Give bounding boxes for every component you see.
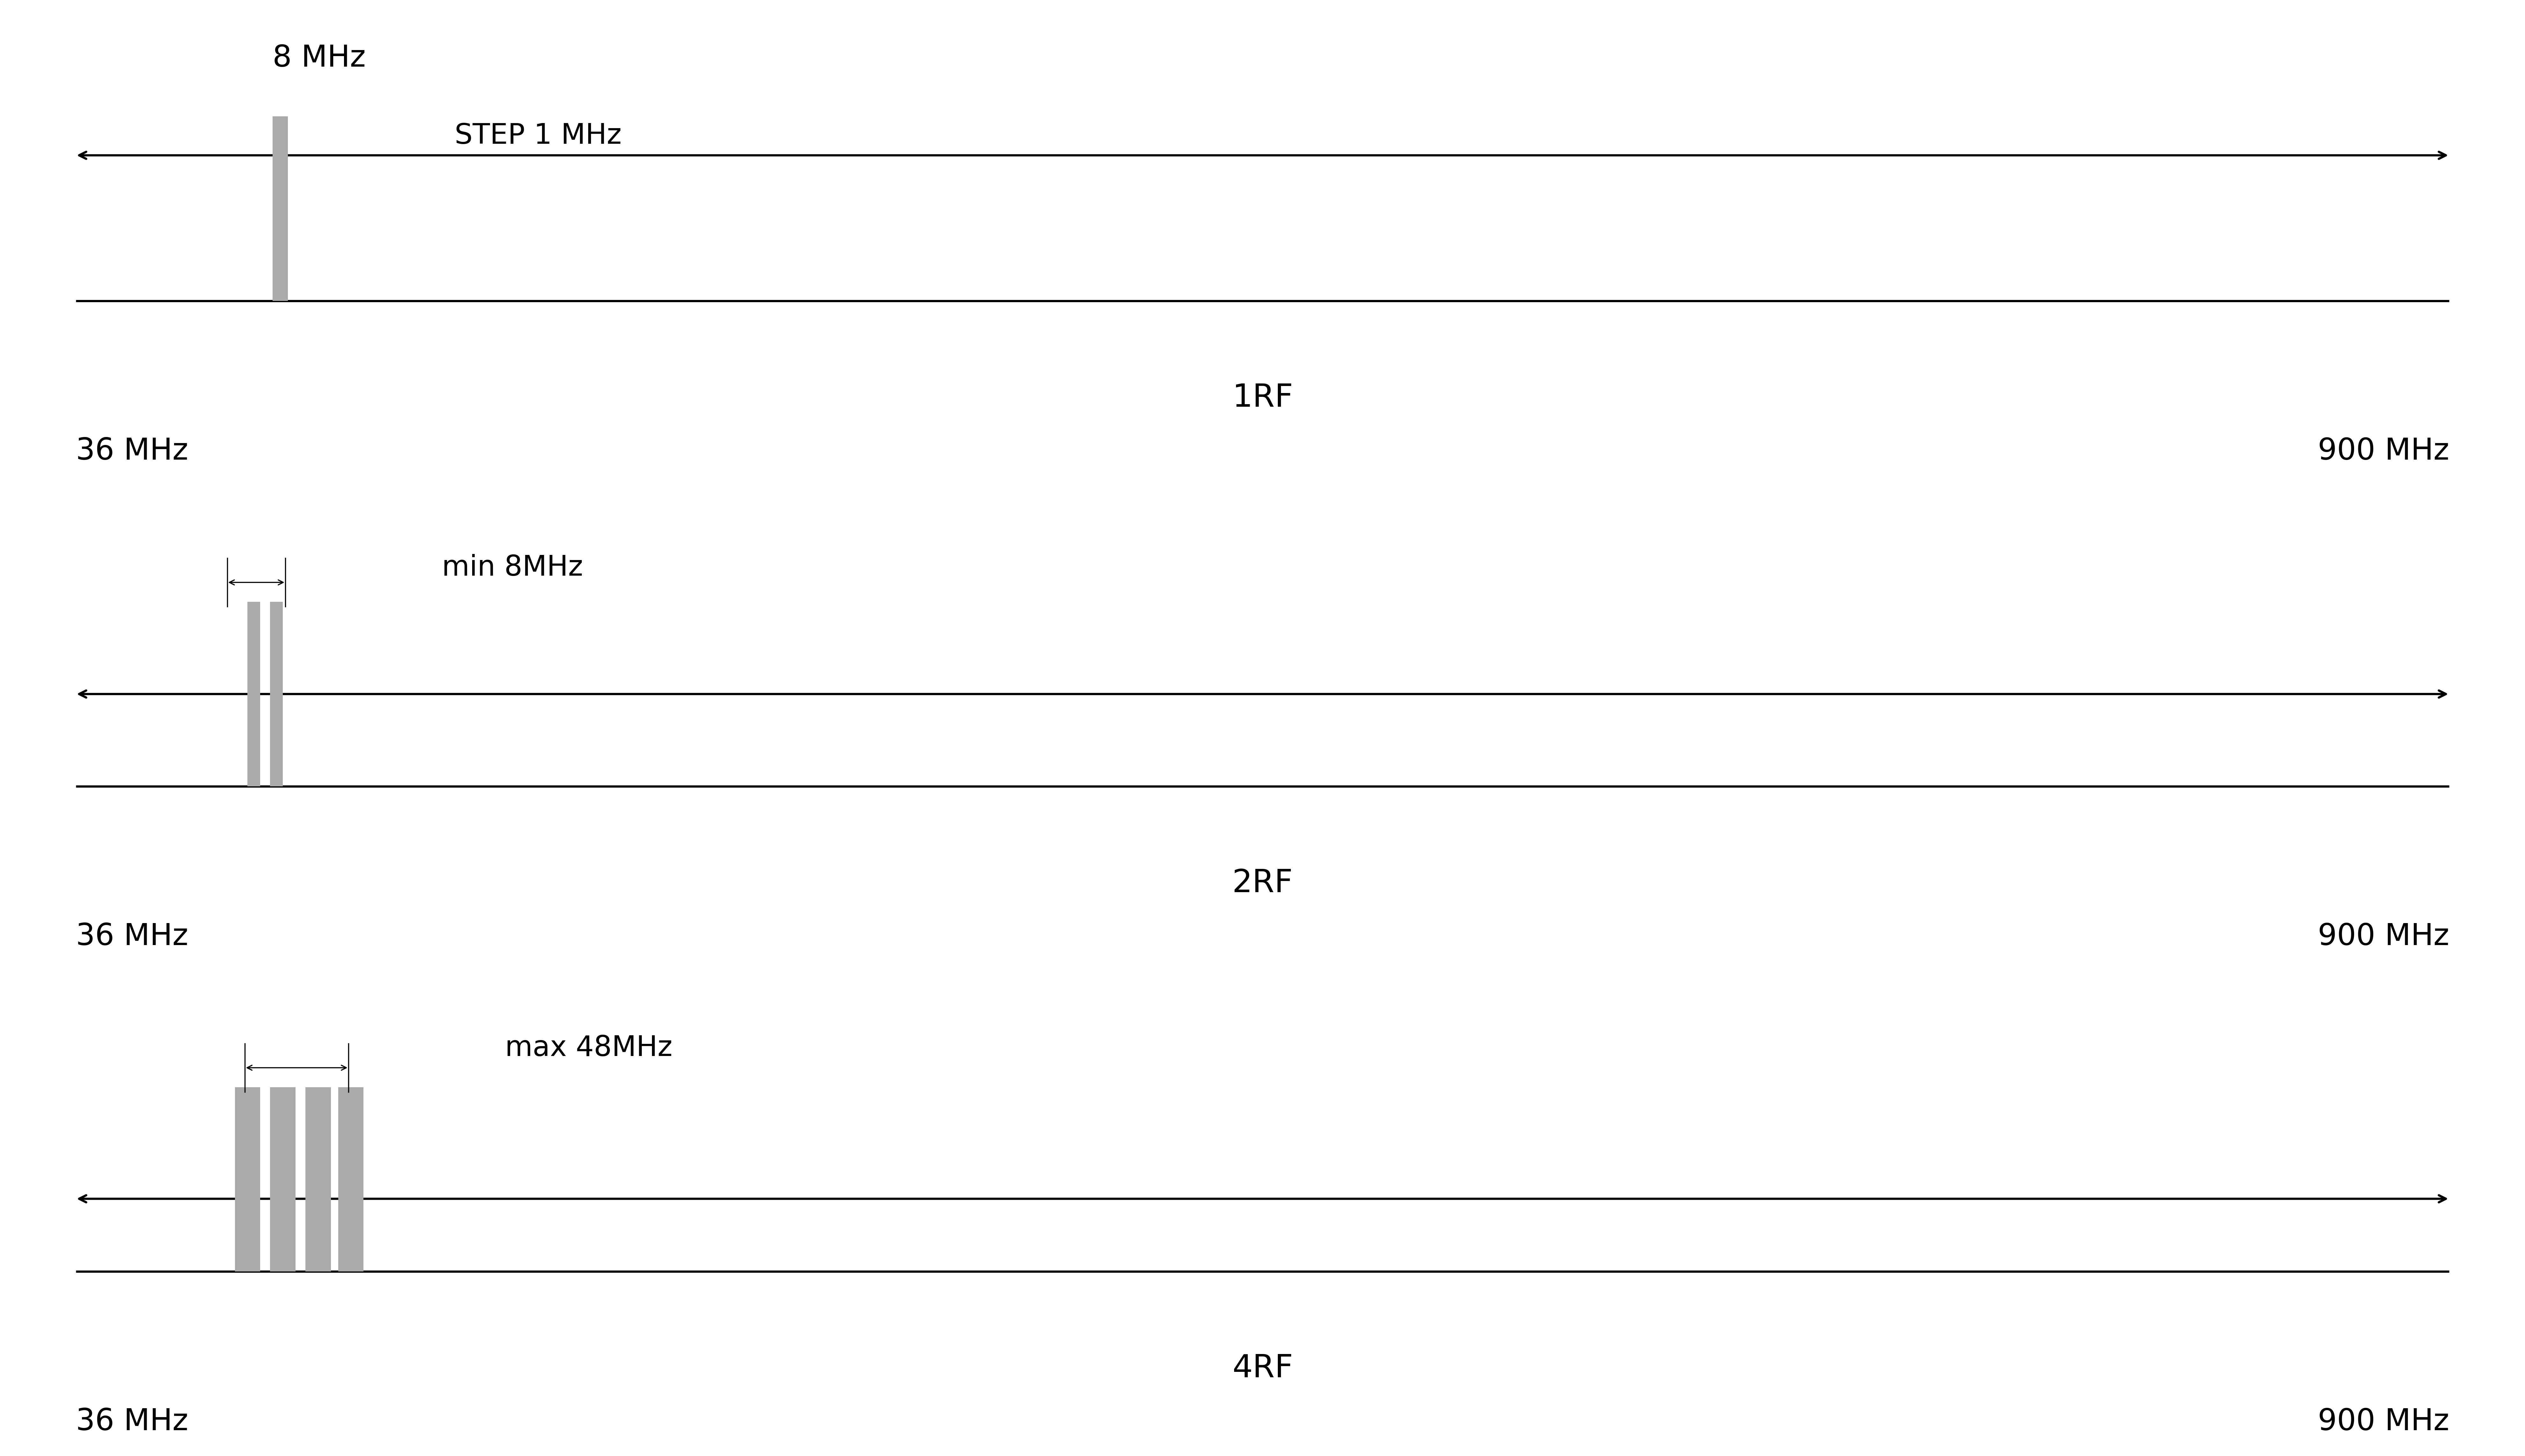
Text: STEP 1 MHz: STEP 1 MHz (454, 122, 621, 150)
Text: 36 MHz: 36 MHz (76, 922, 187, 951)
Text: 4RF: 4RF (1232, 1353, 1293, 1385)
Text: 36 MHz: 36 MHz (76, 437, 187, 466)
Text: 900 MHz: 900 MHz (2318, 437, 2449, 466)
Bar (235, 1088, 260, 1271)
Text: 36 MHz: 36 MHz (76, 1408, 187, 1437)
Bar (273, 116, 288, 301)
Text: min 8MHz: min 8MHz (442, 553, 583, 582)
Bar (270, 601, 283, 786)
Text: 900 MHz: 900 MHz (2318, 1408, 2449, 1437)
Text: max 48MHz: max 48MHz (505, 1034, 672, 1063)
Text: 2RF: 2RF (1232, 868, 1293, 898)
Bar (306, 1088, 331, 1271)
Bar (338, 1088, 364, 1271)
Text: 1RF: 1RF (1232, 383, 1293, 414)
Text: 8 MHz: 8 MHz (273, 44, 366, 73)
Bar (270, 1088, 295, 1271)
Bar (247, 601, 260, 786)
Text: 900 MHz: 900 MHz (2318, 922, 2449, 951)
